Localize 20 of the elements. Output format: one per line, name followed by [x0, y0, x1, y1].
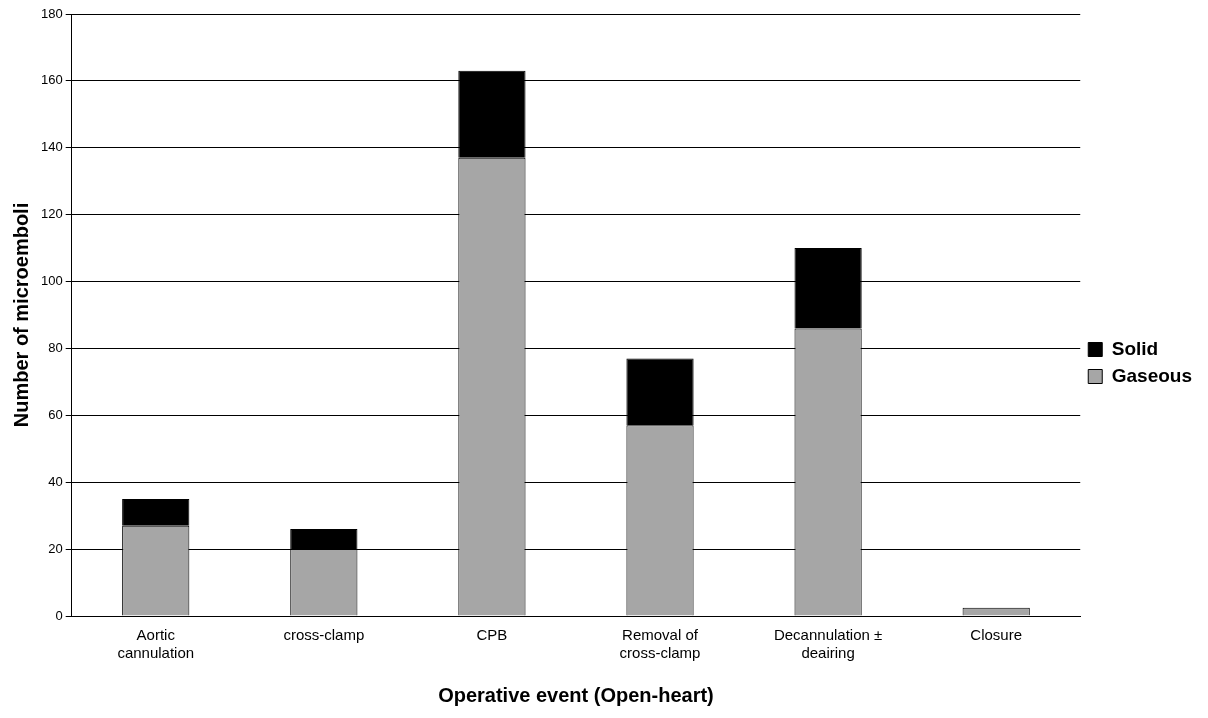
x-tick-label: Removal of cross-clamp: [619, 626, 701, 662]
y-tick-label: 40: [48, 473, 63, 489]
y-tick-label: 180: [40, 5, 63, 21]
x-tick-label: Decannulation ± deairing: [773, 626, 883, 662]
y-tick-label: 20: [48, 540, 63, 556]
x-tick-label: Closure: [970, 626, 1023, 644]
y-tick-label: 100: [40, 273, 63, 289]
y-tick-label: 80: [48, 340, 63, 356]
legend-label: Solid: [1111, 337, 1159, 359]
legend-label: Gaseous: [1111, 364, 1193, 386]
x-tick-label: Aortic cannulation: [117, 626, 195, 662]
x-tick-label: CPB: [476, 626, 508, 644]
y-tick-label: 120: [40, 206, 63, 222]
y-tick-label: 60: [48, 406, 63, 422]
y-axis-title: Number of microemboli: [9, 202, 32, 428]
y-tick-label: 160: [40, 72, 63, 88]
y-tick-label: 140: [40, 139, 63, 155]
x-axis-title: Operative event (Open-heart): [438, 683, 714, 706]
y-tick-label: 0: [55, 607, 63, 623]
x-tick-label: cross-clamp: [283, 626, 365, 644]
